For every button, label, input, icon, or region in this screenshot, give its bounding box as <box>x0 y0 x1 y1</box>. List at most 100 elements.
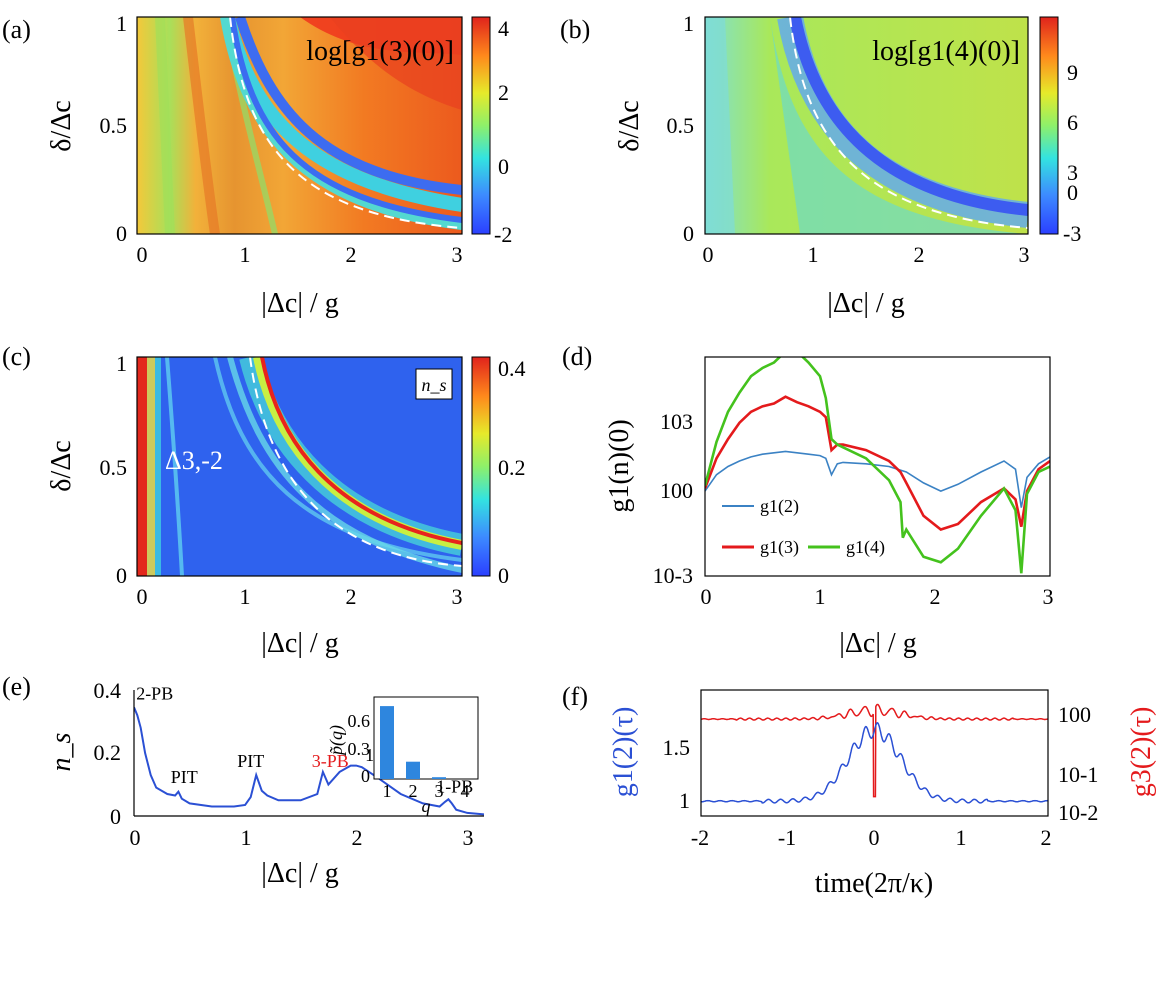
cbar-tick: 0 <box>1067 180 1078 205</box>
y-tick-left: 1 <box>679 788 690 813</box>
y-tick: 0.5 <box>100 455 128 480</box>
x-tick: 1 <box>241 825 252 850</box>
inset-x-label: q <box>422 796 431 816</box>
y-tick-right: 10-1 <box>1058 762 1098 787</box>
y-tick: 1 <box>116 11 127 36</box>
y-axis-label: n_s <box>46 732 77 771</box>
heatmap-title: log[g1(4)(0)] <box>872 36 1020 67</box>
series-line-4 <box>705 357 1050 574</box>
inset-bars <box>380 706 446 779</box>
panel-label: (b) <box>560 15 590 44</box>
x-tick: 0 <box>869 825 880 850</box>
inset-x-tick: 3 <box>435 781 444 801</box>
x-tick: 0 <box>703 242 714 267</box>
series-line-g3 <box>701 703 1048 798</box>
heatmap-c <box>137 357 462 576</box>
line-series-f <box>701 703 1048 804</box>
y-tick: 1 <box>683 11 694 36</box>
legend-label: g1(3) <box>760 537 799 558</box>
y-axis-label: δ/Δc <box>614 100 645 151</box>
x-tick: 3 <box>1043 584 1054 609</box>
ns-title-box: n_s <box>415 368 453 400</box>
series-line-g1 <box>701 721 1048 804</box>
panel-label: (e) <box>2 672 31 701</box>
panel-label: (d) <box>562 342 592 371</box>
heatmap-a <box>137 17 462 234</box>
x-axis-label: |Δc| / g <box>839 628 916 659</box>
x-tick: 2 <box>352 825 363 850</box>
legend-label: g1(4) <box>846 537 885 558</box>
cbar-tick: 0.2 <box>498 455 526 480</box>
cbar-tick: 2 <box>498 80 509 105</box>
cbar-tick: -2 <box>494 222 512 247</box>
cbar-tick: 0 <box>498 563 509 588</box>
x-tick: 3 <box>452 242 463 267</box>
cbar-tick: 6 <box>1067 110 1078 135</box>
x-tick: 2 <box>1041 825 1052 850</box>
axis-ticks-c: 0 1 2 3 0 0.5 1 <box>100 351 463 609</box>
panel-b: (b) 9 6 3 0 -3 0 1 2 3 0 0.5 1 |Δc| / g <box>560 11 1081 319</box>
y-tick-left: 1.5 <box>663 735 691 760</box>
x-tick: 2 <box>346 242 357 267</box>
x-tick: -2 <box>691 825 709 850</box>
axis-ticks-b: 0 1 2 3 0 0.5 1 <box>667 11 1030 267</box>
cbar-tick: 4 <box>498 16 509 41</box>
colorbar-c: 0.4 0.2 0 <box>471 356 526 588</box>
heatmap-title: log[g1(3)(0)] <box>306 36 454 67</box>
y-tick: 0.2 <box>94 740 122 765</box>
series-line-2 <box>705 450 1050 508</box>
peak-annotation: PIT <box>171 767 198 787</box>
y-tick-right: 10-2 <box>1058 800 1098 825</box>
peak-annotation: 2-PB <box>136 684 173 704</box>
x-tick: 0 <box>701 584 712 609</box>
y-tick: 0 <box>116 563 127 588</box>
y-tick: 0 <box>116 221 127 246</box>
axis-ticks-f: -2 -1 0 1 2 1 1.5 10-2 10-1 100 <box>663 702 1099 850</box>
y-tick: 100 <box>660 478 693 503</box>
cbar-tick: 0.4 <box>498 356 526 381</box>
y-tick: 0.5 <box>100 113 128 138</box>
inset-bar <box>406 761 420 779</box>
y-axis-label-left: g1(2)(τ) <box>608 707 639 798</box>
x-tick: 0 <box>130 825 141 850</box>
x-axis-label: |Δc| / g <box>261 858 338 889</box>
heatmap-title: n_s <box>421 375 446 395</box>
axis-ticks-a: 0 1 2 3 0 0.5 1 <box>100 11 463 267</box>
y-tick: 0.5 <box>667 113 695 138</box>
x-tick: 2 <box>930 584 941 609</box>
inset-bar <box>432 777 446 779</box>
cbar-tick: 9 <box>1067 60 1078 85</box>
cbar-tick: 3 <box>1067 160 1078 185</box>
y-tick: 103 <box>660 409 693 434</box>
inset-x-tick: 4 <box>461 781 470 801</box>
y-axis-label-right: g3(2)(τ) <box>1126 707 1157 798</box>
panel-label: (f) <box>562 682 588 711</box>
annotation-delta: Δ3,-2 <box>165 446 223 475</box>
colorbar-a: 4 2 0 -2 <box>471 16 512 247</box>
inset-y-tick: 0.6 <box>348 711 371 731</box>
x-tick: 3 <box>452 584 463 609</box>
panel-a: (a) 4 2 0 -2 0 1 2 3 0 0.5 <box>2 11 512 319</box>
inset-x-tick: 1 <box>383 781 392 801</box>
inset-e: 0 0.3 0.6 1 2 3 4 q p̃(q) <box>326 696 479 816</box>
x-tick: 2 <box>346 584 357 609</box>
x-tick: 1 <box>808 242 819 267</box>
x-tick: 1 <box>815 584 826 609</box>
legend-d: g1(2) g1(3) g1(4) <box>722 496 885 558</box>
line-series-e <box>134 706 484 816</box>
panel-c: (c) n_s Δ3,-2 0.4 0.2 0 0 1 <box>2 342 526 659</box>
y-tick: 0.4 <box>94 678 122 703</box>
x-axis-label: time(2π/κ) <box>815 868 933 899</box>
x-axis-label: |Δc| / g <box>827 288 904 319</box>
x-tick: 3 <box>463 825 474 850</box>
x-tick: 0 <box>137 242 148 267</box>
legend-label: g1(2) <box>760 496 799 517</box>
x-tick: 0 <box>137 584 148 609</box>
cbar-tick: 0 <box>498 154 509 179</box>
y-tick: 0 <box>683 221 694 246</box>
y-tick: 0 <box>110 804 121 829</box>
inset-y-tick: 0.3 <box>348 739 371 759</box>
heatmap-b <box>705 17 1028 234</box>
